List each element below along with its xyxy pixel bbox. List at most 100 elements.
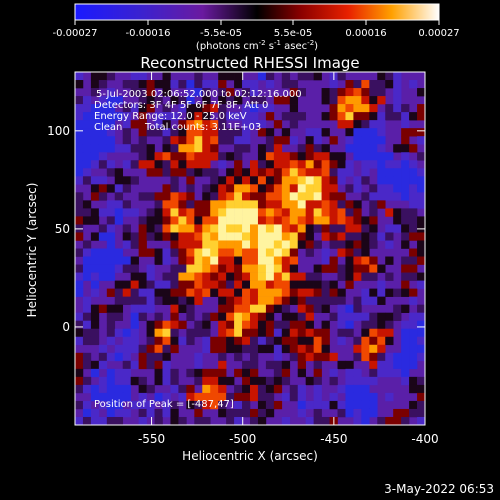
heatmap-pixel xyxy=(210,336,219,346)
heatmap-pixel xyxy=(409,144,418,153)
heatmap-pixel xyxy=(273,400,283,410)
heatmap-pixel xyxy=(369,272,378,281)
heatmap-pixel xyxy=(313,216,322,225)
heatmap-pixel xyxy=(361,320,370,330)
heatmap-pixel xyxy=(202,288,211,297)
heatmap-pixel xyxy=(242,256,251,265)
heatmap-pixel xyxy=(305,344,314,354)
heatmap-pixel xyxy=(218,104,227,113)
heatmap-pixel xyxy=(194,152,203,161)
heatmap-pixel xyxy=(194,264,203,273)
heatmap-pixel xyxy=(257,232,267,241)
heatmap-pixel xyxy=(82,256,92,265)
heatmap-pixel xyxy=(178,384,187,394)
heatmap-pixel xyxy=(265,344,275,354)
heatmap-pixel xyxy=(98,104,108,113)
heatmap-pixel xyxy=(329,280,338,289)
heatmap-pixel xyxy=(82,216,92,225)
heatmap-pixel xyxy=(106,184,116,193)
heatmap-pixel xyxy=(130,88,139,97)
heatmap-pixel xyxy=(321,232,330,241)
heatmap-pixel xyxy=(106,384,116,394)
heatmap-pixel xyxy=(210,80,219,89)
heatmap-pixel xyxy=(194,144,203,153)
heatmap-pixel xyxy=(257,104,267,113)
heatmap-pixel xyxy=(202,336,211,346)
heatmap-pixel xyxy=(75,376,84,386)
heatmap-pixel xyxy=(106,304,116,313)
heatmap-pixel xyxy=(257,248,267,257)
heatmap-pixel xyxy=(305,168,314,177)
heatmap-pixel xyxy=(82,360,92,370)
heatmap-pixel xyxy=(210,288,219,297)
heatmap-pixels xyxy=(75,72,425,425)
heatmap-pixel xyxy=(98,304,108,313)
heatmap-pixel xyxy=(122,128,131,137)
heatmap-pixel xyxy=(401,152,410,161)
heatmap-pixel xyxy=(337,88,346,97)
heatmap-pixel xyxy=(281,176,291,185)
heatmap-pixel xyxy=(377,296,386,305)
heatmap-pixel xyxy=(289,200,299,209)
heatmap-pixel xyxy=(305,208,314,217)
heatmap-pixel xyxy=(250,376,259,386)
heatmap-pixel xyxy=(361,160,370,169)
heatmap-pixel xyxy=(313,416,322,425)
heatmap-pixel xyxy=(273,152,283,161)
heatmap-pixel xyxy=(130,400,139,410)
heatmap-pixel xyxy=(234,232,243,241)
heatmap-pixel xyxy=(305,296,314,305)
heatmap-pixel xyxy=(417,312,425,321)
heatmap-pixel xyxy=(337,168,346,177)
heatmap-pixel xyxy=(106,144,116,153)
heatmap-pixel xyxy=(281,248,291,257)
heatmap-pixel xyxy=(178,216,187,225)
heatmap-pixel xyxy=(393,352,402,362)
heatmap-pixel xyxy=(162,160,171,169)
heatmap-pixel xyxy=(337,320,346,330)
heatmap-pixel xyxy=(210,136,219,145)
heatmap-pixel xyxy=(106,136,116,145)
heatmap-pixel xyxy=(178,136,187,145)
heatmap-pixel xyxy=(329,288,338,297)
heatmap-pixel xyxy=(250,416,259,425)
heatmap-pixel xyxy=(345,128,354,137)
heatmap-pixel xyxy=(106,216,116,225)
heatmap-pixel xyxy=(377,192,386,201)
heatmap-pixel xyxy=(289,208,299,217)
heatmap-pixel xyxy=(289,216,299,225)
heatmap-pixel xyxy=(337,72,346,81)
heatmap-pixel xyxy=(202,80,211,89)
heatmap-pixel xyxy=(281,344,291,354)
heatmap-pixel xyxy=(242,184,251,193)
heatmap-pixel xyxy=(122,384,131,394)
heatmap-pixel xyxy=(75,120,84,129)
heatmap-pixel xyxy=(226,96,235,105)
heatmap-pixel xyxy=(226,320,235,330)
heatmap-pixel xyxy=(162,88,171,97)
heatmap-pixel xyxy=(178,160,187,169)
heatmap-pixel xyxy=(337,328,346,338)
heatmap-pixel xyxy=(345,256,354,265)
heatmap-pixel xyxy=(257,336,267,346)
heatmap-pixel xyxy=(75,136,84,145)
heatmap-pixel xyxy=(106,208,116,217)
heatmap-pixel xyxy=(393,368,402,378)
heatmap-pixel xyxy=(75,152,84,161)
heatmap-pixel xyxy=(234,352,243,362)
heatmap-pixel xyxy=(146,288,155,297)
heatmap-pixel xyxy=(409,184,418,193)
heatmap-pixel xyxy=(297,176,306,185)
heatmap-pixel xyxy=(273,144,283,153)
heatmap-pixel xyxy=(202,184,211,193)
heatmap-pixel xyxy=(90,72,100,81)
heatmap-pixel xyxy=(186,336,195,346)
heatmap-pixel xyxy=(329,224,338,233)
heatmap-pixel xyxy=(202,168,211,177)
heatmap-pixel xyxy=(194,296,203,305)
heatmap-pixel xyxy=(361,224,370,233)
heatmap-pixel xyxy=(82,152,92,161)
heatmap-pixel xyxy=(265,216,275,225)
heatmap-pixel xyxy=(417,416,425,425)
heatmap-pixel xyxy=(82,120,92,129)
